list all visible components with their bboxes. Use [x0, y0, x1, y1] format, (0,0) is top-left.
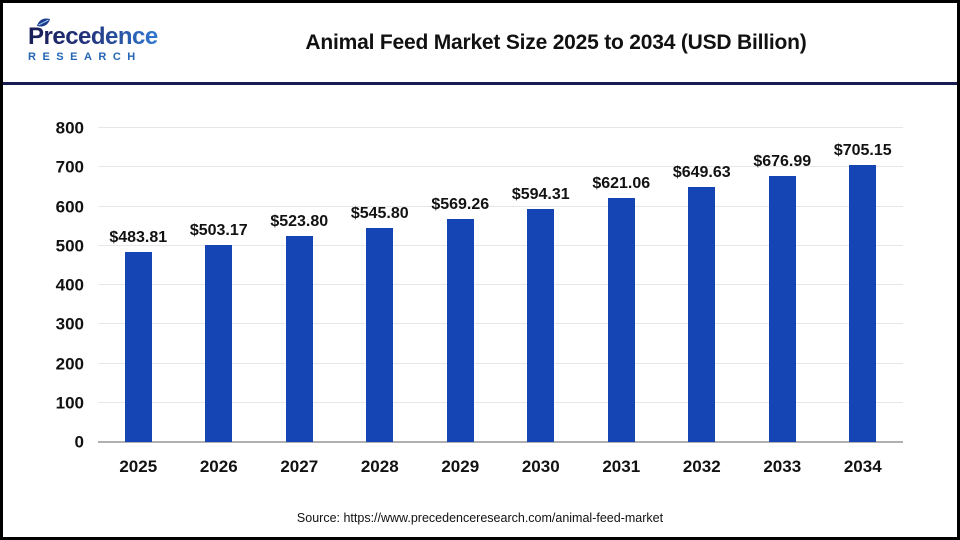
- bar-2028: [366, 227, 394, 442]
- y-tick-label-700: 700: [55, 157, 84, 177]
- value-label-2031: $621.06: [592, 175, 651, 193]
- leaf-icon: [36, 17, 51, 27]
- gridline-400: [98, 284, 903, 285]
- bar-2027: [285, 236, 313, 442]
- bar-2026: [205, 244, 233, 442]
- value-label-2026: $503.17: [189, 221, 248, 239]
- gridline-600: [98, 205, 903, 207]
- value-label-2029: $569.26: [431, 195, 490, 213]
- gridline-500: [98, 244, 903, 246]
- bar-2031: [607, 198, 635, 442]
- y-tick-label-400: 400: [55, 275, 84, 295]
- value-label-2032: $649.63: [672, 164, 731, 182]
- y-tick-label-500: 500: [55, 236, 84, 256]
- header-divider: [3, 82, 957, 85]
- value-label-2025: $483.81: [109, 229, 168, 247]
- x-tick-label-2028: 2028: [360, 457, 399, 476]
- y-tick-label-600: 600: [55, 197, 84, 216]
- gridline-200: [98, 362, 903, 364]
- x-tick-label-2030: 2030: [521, 457, 560, 476]
- logo-sub-text: RESEARCH: [28, 50, 142, 63]
- x-tick-label-2032: 2032: [682, 457, 721, 476]
- value-label-2033: $676.99: [753, 153, 812, 171]
- bar-2033: [768, 176, 796, 442]
- bar-2029: [446, 218, 474, 442]
- y-tick-label-100: 100: [55, 393, 84, 413]
- chart-title: Animal Feed Market Size 2025 to 2034 (US…: [305, 30, 807, 54]
- x-tick-label-2025: 2025: [119, 457, 158, 476]
- bar-2025: [124, 252, 152, 442]
- bar-2034: [849, 165, 877, 442]
- logo-brand-text: Precedence: [28, 24, 163, 49]
- bar-2032: [688, 187, 716, 442]
- x-tick-label-2034: 2034: [843, 457, 882, 476]
- bar-2030: [527, 208, 555, 442]
- x-tick-label-2031: 2031: [602, 457, 641, 476]
- gridline-300: [98, 323, 903, 325]
- x-tick-label-2029: 2029: [441, 457, 480, 476]
- source-line: Source: https://www.precedenceresearch.c…: [296, 511, 664, 525]
- value-label-2034: $705.15: [833, 142, 892, 160]
- y-tick-label-200: 200: [55, 354, 84, 373]
- x-tick-label-2027: 2027: [280, 457, 319, 476]
- plot-area: 0 100 200 300 400 500 600 700 800 $483.81 2025 $503…: [56, 120, 903, 475]
- value-label-2028: $545.80: [350, 204, 409, 222]
- chart-area: 0 100 200 300 400 500 600 700 800 $483.81 2025 $503…: [3, 85, 957, 534]
- x-tick-label-2026: 2026: [199, 457, 238, 476]
- gridline-700: [98, 166, 903, 168]
- y-tick-label-800: 800: [55, 118, 84, 138]
- gridline-800: [98, 127, 903, 128]
- value-label-2027: $523.80: [270, 213, 329, 231]
- value-label-2030: $594.31: [511, 185, 570, 203]
- precedence-research-logo: Precedence RESEARCH: [28, 17, 163, 63]
- y-tick-label-0: 0: [74, 432, 84, 452]
- gridline-100: [98, 401, 903, 403]
- x-axis-line: [98, 441, 903, 443]
- x-tick-label-2033: 2033: [763, 457, 802, 476]
- header: Precedence RESEARCH Animal Feed Market S…: [3, 3, 957, 82]
- y-tick-label-300: 300: [55, 314, 84, 334]
